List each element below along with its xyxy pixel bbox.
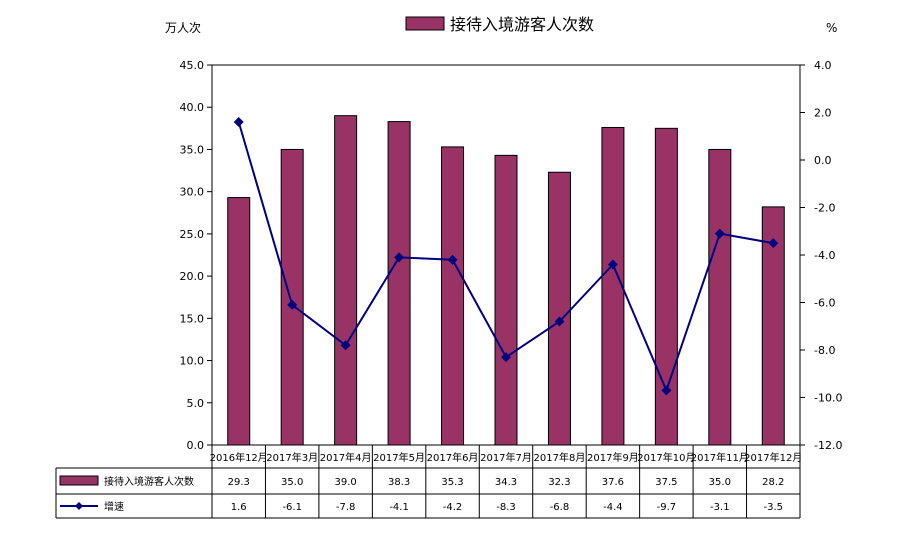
y-axis-right-title: %	[826, 21, 837, 35]
growth-line	[233, 117, 779, 396]
y-left-tick-label: 45.0	[180, 59, 205, 72]
y-right-tick-label: -6.0	[814, 297, 835, 310]
x-tick-label: 2017年6月	[427, 451, 479, 464]
table-value: -9.7	[657, 502, 677, 513]
y-right-tick-label: -12.0	[814, 439, 842, 452]
x-tick-label: 2017年5月	[373, 451, 425, 464]
y-left-tick-label: 20.0	[180, 270, 205, 283]
y-left-tick-label: 40.0	[180, 101, 205, 114]
bar	[227, 197, 251, 446]
bar	[441, 146, 465, 446]
table-value: 28.2	[762, 477, 784, 488]
y-left-tick-label: 15.0	[180, 312, 205, 325]
legend-label: 接待入境游客人次数	[450, 15, 594, 34]
y-axis-right: -12.0 -10.0 -8.0 -6.0 -4.0 -2.0 0.0 2.0 4.0	[800, 59, 842, 452]
table-value: 39.0	[335, 477, 357, 488]
table-value: -4.4	[603, 502, 623, 513]
x-tick-label: 2017年8月	[534, 451, 586, 464]
growth-point	[447, 254, 458, 265]
table-value: 38.3	[388, 477, 410, 488]
x-tick-label: 2017年7月	[480, 451, 532, 464]
y-right-tick-label: -8.0	[814, 344, 835, 357]
x-tick-label: 2017年12月	[744, 451, 802, 464]
bar	[387, 121, 411, 446]
table-value: -8.3	[496, 502, 516, 513]
bar	[547, 171, 571, 446]
bar	[494, 154, 518, 446]
table-value: 37.6	[602, 477, 624, 488]
bar	[761, 206, 785, 446]
x-tick-label: 2017年3月	[266, 451, 318, 464]
x-tick-label: 2017年4月	[320, 451, 372, 464]
y-right-tick-label: -2.0	[814, 202, 835, 215]
y-right-tick-label: -4.0	[814, 249, 835, 262]
legend: 接待入境游客人次数	[405, 15, 594, 34]
table-value: 29.3	[228, 477, 250, 488]
table-value: 35.3	[441, 477, 463, 488]
table-value: 37.5	[655, 477, 677, 488]
growth-point	[607, 259, 618, 270]
table-value: -4.2	[443, 502, 463, 513]
y-right-tick-label: -10.0	[814, 392, 842, 405]
growth-point	[287, 299, 298, 310]
y-right-tick-label: 0.0	[814, 154, 832, 167]
x-tick-label: 2016年12月	[210, 451, 268, 464]
growth-point	[394, 252, 405, 263]
bar	[334, 115, 358, 446]
growth-point	[661, 385, 672, 396]
table-value: -6.1	[282, 502, 302, 513]
table-value: 1.6	[231, 502, 247, 513]
bar	[601, 126, 625, 446]
table-value: -3.5	[764, 502, 784, 513]
growth-point	[714, 228, 725, 239]
table-value: -3.1	[710, 502, 730, 513]
table-value: -4.1	[389, 502, 409, 513]
growth-point	[768, 238, 779, 249]
legend-swatch-bar	[405, 16, 445, 31]
table-legend-swatch-marker	[75, 502, 83, 510]
growth-point	[233, 117, 244, 127]
y-left-tick-label: 10.0	[180, 355, 205, 368]
growth-point	[340, 340, 351, 351]
growth-point	[501, 352, 511, 363]
bar	[708, 148, 732, 446]
table-value: -6.8	[550, 502, 570, 513]
growth-point	[554, 316, 565, 327]
y-right-tick-label: 2.0	[814, 107, 832, 120]
table-value: 35.0	[281, 477, 303, 488]
y-left-tick-label: 0.0	[187, 439, 205, 452]
table-legend-swatch-bar	[59, 475, 99, 486]
y-left-tick-label: 25.0	[180, 228, 205, 241]
table-value: 34.3	[495, 477, 517, 488]
x-tick-label: 2017年10月	[637, 451, 695, 464]
y-axis-left-title: 万人次	[165, 21, 201, 35]
table-value: -7.8	[336, 502, 356, 513]
y-right-tick-label: 4.0	[814, 59, 832, 72]
y-left-tick-label: 35.0	[180, 143, 205, 156]
bar	[654, 127, 678, 446]
x-tick-label: 2017年11月	[691, 451, 749, 464]
table-series-name: 增速	[104, 500, 124, 513]
y-left-tick-label: 5.0	[187, 397, 205, 410]
y-left-tick-label: 30.0	[180, 186, 205, 199]
table-value: 35.0	[709, 477, 731, 488]
y-axis-left: 0.0 5.0 10.0 15.0 20.0 25.0 30.0 35.0 40.0 45.0	[180, 59, 212, 452]
table-value: 32.3	[548, 477, 570, 488]
bars	[227, 115, 785, 446]
table-series-name: 接待入境游客人次数	[104, 475, 194, 488]
x-tick-label: 2017年9月	[587, 451, 639, 464]
bar	[280, 148, 304, 446]
